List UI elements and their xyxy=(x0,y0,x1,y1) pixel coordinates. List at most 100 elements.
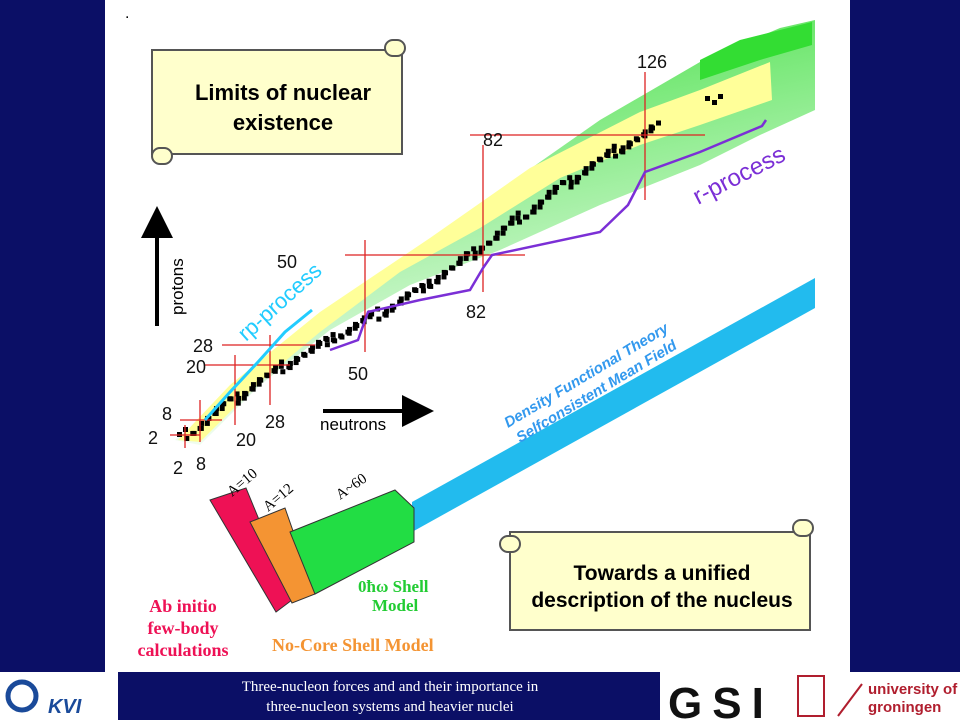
stable-nucleus xyxy=(241,395,247,401)
scroll-top: Limits of nuclear existence xyxy=(151,39,406,165)
stable-nucleus xyxy=(712,100,717,105)
stable-nucleus xyxy=(487,240,493,246)
bound-nuclei-edge xyxy=(700,22,812,80)
stable-nucleus xyxy=(450,265,456,271)
stable-nucleus xyxy=(324,337,330,343)
stable-nucleus xyxy=(635,137,641,143)
stable-nucleus xyxy=(494,235,500,241)
stable-nucleus xyxy=(235,400,241,406)
stable-nucleus xyxy=(280,369,286,375)
stable-nucleus xyxy=(287,360,293,366)
stable-nucleus xyxy=(206,415,212,421)
stable-nucleus xyxy=(553,184,559,190)
stable-nucleus xyxy=(583,170,589,176)
scroll-text: Towards a unified xyxy=(574,562,751,585)
stable-nucleus xyxy=(441,274,447,280)
magic-label: 82 xyxy=(483,130,503,150)
stable-nucleus xyxy=(236,395,242,401)
stable-nucleus xyxy=(546,194,552,200)
groningen-slash xyxy=(837,683,863,717)
stable-nucleus xyxy=(472,255,478,261)
footer-text: Three-nucleon forces and and their impor… xyxy=(242,679,539,695)
magic-label: 82 xyxy=(466,302,486,322)
stable-nucleus xyxy=(324,342,330,348)
stable-nucleus xyxy=(656,120,661,126)
stable-nucleus xyxy=(471,246,477,252)
stable-nucleus xyxy=(199,420,205,426)
kvi-logo-text: KVI xyxy=(48,696,82,718)
stable-nucleus xyxy=(184,435,190,441)
stable-nucleus xyxy=(346,330,352,336)
stable-nucleus xyxy=(279,359,285,365)
stable-nucleus xyxy=(648,128,654,134)
stable-nucleus xyxy=(583,166,589,172)
stable-nucleus xyxy=(376,316,382,322)
stable-nucleus xyxy=(250,382,256,388)
stable-nucleus xyxy=(539,199,545,205)
shell-model-block xyxy=(289,489,415,595)
stable-nucleus xyxy=(613,153,619,159)
scroll-curl xyxy=(499,535,521,553)
stable-nucleus xyxy=(620,145,626,151)
stable-nucleus xyxy=(428,283,434,289)
rp-process-path xyxy=(203,308,313,421)
stable-nucleus xyxy=(191,430,197,436)
stable-nucleus xyxy=(278,363,284,369)
stable-nucleus xyxy=(383,312,389,318)
stable-nucleus xyxy=(718,94,723,99)
stable-nucleus xyxy=(472,250,478,256)
shell-model-text: 0ħω Shell Model xyxy=(358,577,429,615)
stable-nucleus xyxy=(561,180,567,186)
stable-nucleus xyxy=(383,308,389,314)
stable-nucleus xyxy=(332,338,338,344)
stable-nucleus xyxy=(213,411,219,417)
protons-label: protons xyxy=(168,258,187,315)
neutrons-label: neutrons xyxy=(320,415,386,434)
stable-nucleus xyxy=(605,153,611,159)
stable-nucleus xyxy=(598,157,604,163)
stable-nucleus xyxy=(354,323,360,329)
stable-nucleus xyxy=(478,250,484,256)
stable-nucleus xyxy=(509,215,515,221)
stable-nucleus xyxy=(494,230,500,236)
magic-label: 2 xyxy=(173,458,183,478)
ab-initio-label: few-body xyxy=(148,618,219,638)
footer-text: three-nucleon systems and heavier nuclei xyxy=(266,699,513,715)
stable-nucleus xyxy=(443,270,449,276)
magic-label: 50 xyxy=(277,252,297,272)
stable-nucleus xyxy=(463,255,469,261)
stable-nucleus xyxy=(256,381,262,387)
scroll-body xyxy=(509,531,811,631)
stable-nucleus xyxy=(258,377,264,383)
stable-nucleus xyxy=(626,144,632,150)
stable-nucleus xyxy=(295,356,301,362)
stable-nucleus xyxy=(611,148,617,154)
magic-label: 28 xyxy=(193,336,213,356)
stable-nucleus xyxy=(317,340,323,346)
scroll-body xyxy=(151,49,403,155)
stable-nucleus xyxy=(574,179,580,185)
stable-nucleus xyxy=(352,325,358,331)
stable-nucleus xyxy=(620,149,626,155)
ab-initio-text: Ab initio few-body calculations xyxy=(137,596,228,660)
stable-nucleus xyxy=(198,425,204,431)
stable-nucleus xyxy=(568,184,574,190)
stable-nucleus xyxy=(265,373,271,379)
stable-nucleus xyxy=(627,141,633,147)
magic-label: 20 xyxy=(186,357,206,377)
stable-nucleus xyxy=(221,401,227,407)
stable-nucleus xyxy=(611,143,617,149)
magic-label: 8 xyxy=(162,404,172,424)
stable-nucleus xyxy=(413,288,419,294)
stable-nucleus xyxy=(293,360,299,366)
stable-nucleus xyxy=(367,314,373,320)
stable-nucleus xyxy=(435,279,441,285)
stable-nucleus xyxy=(531,209,537,215)
stable-nucleus xyxy=(546,189,552,195)
magic-label: 50 xyxy=(348,364,368,384)
stable-nucleus xyxy=(524,214,530,220)
stable-nucleus xyxy=(398,300,404,306)
stable-nucleus xyxy=(537,204,543,210)
